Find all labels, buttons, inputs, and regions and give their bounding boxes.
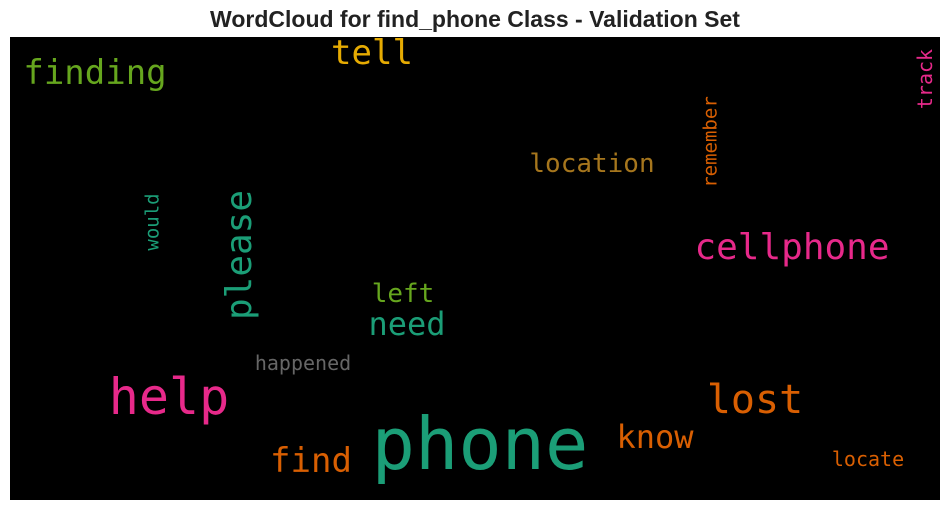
word-locate: locate [831, 447, 905, 471]
word-lost: lost [706, 377, 804, 423]
word-help: help [108, 368, 230, 426]
chart-title: WordCloud for find_phone Class - Validat… [210, 6, 740, 32]
word-need: need [368, 305, 446, 343]
word-track: track [913, 48, 937, 110]
word-location: location [529, 149, 655, 179]
word-find: find [270, 441, 352, 481]
word-phone: phone [371, 402, 589, 486]
word-would: would [141, 193, 164, 251]
word-left: left [371, 279, 435, 309]
word-cellphone: cellphone [694, 227, 890, 268]
word-know: know [616, 418, 694, 456]
word-finding: finding [23, 53, 167, 93]
word-cloud-canvas: phone help cellphone lost please finding tell f… [10, 37, 940, 500]
word-remember: remember [699, 96, 722, 188]
word-please: please [219, 189, 260, 321]
word-happened: happened [254, 351, 352, 375]
word-tell: tell [331, 37, 413, 73]
